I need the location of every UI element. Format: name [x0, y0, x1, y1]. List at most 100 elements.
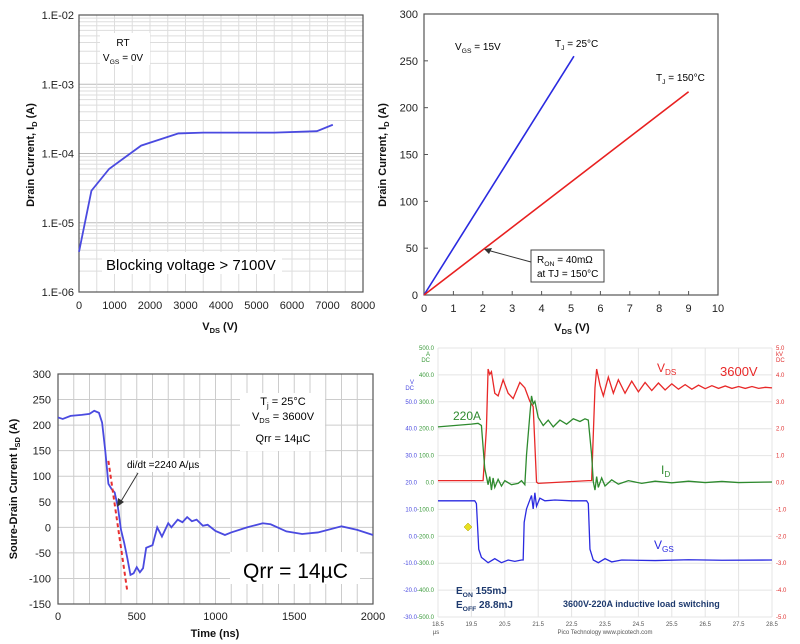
- time-tick-label: 18.5: [432, 622, 444, 628]
- time-unit: µs: [433, 630, 439, 636]
- chart-switching-waveforms: 500.0 400.0 300.0 200.0 100.0 0.0 -100.0 -200.0…: [403, 346, 787, 636]
- annotation-rt: RT: [116, 38, 129, 49]
- y-axis-label-part: (A): [377, 103, 389, 122]
- y-axis-label-part: (A): [25, 103, 37, 122]
- y-tick-label: -50: [35, 548, 51, 560]
- annotation-vgs: VGS = 0V: [103, 53, 143, 66]
- x-tick-label: 1: [450, 303, 456, 315]
- label-eoff-part: E: [456, 600, 463, 611]
- x-tick-label: 5: [568, 303, 574, 315]
- series-label-25c: TJ = 25°C: [555, 39, 598, 52]
- x-axis-label: Time (ns): [191, 628, 240, 640]
- x-tick-label: 0: [76, 300, 82, 312]
- current-tick-label: -300.0: [417, 561, 435, 567]
- scope-footer: Pico Technology www.picotech.com: [558, 630, 653, 636]
- y-tick-label: 100: [33, 471, 51, 483]
- trace-vgs: [438, 492, 773, 564]
- drain-tick-label: -4.0: [776, 588, 787, 594]
- x-tick-label: 500: [128, 611, 146, 623]
- y-tick-label: 0: [412, 290, 418, 302]
- label-id-part: D: [664, 470, 670, 479]
- x-tick-label: 8: [656, 303, 662, 315]
- y-tick-label: 50: [39, 497, 51, 509]
- x-tick-label: 6: [597, 303, 603, 315]
- time-tick-label: 26.5: [699, 622, 711, 628]
- drain-coupling: DC: [776, 358, 785, 364]
- y-tick-label: 250: [33, 395, 51, 407]
- time-tick-label: 20.5: [499, 622, 511, 628]
- series-line: [78, 123, 334, 253]
- annotation-vgs-part: GS: [110, 59, 120, 66]
- gate-coupling: DC: [405, 386, 414, 392]
- y-tick-label: 0: [45, 522, 51, 534]
- x-tick-label: 1500: [282, 611, 306, 623]
- arrow-line: [119, 472, 139, 504]
- label-id: ID: [661, 463, 670, 479]
- x-axis-label-part: V: [554, 322, 562, 334]
- label-id-part: I: [661, 463, 664, 477]
- label-3600v: 3600V: [720, 364, 758, 379]
- current-tick-label: -400.0: [417, 588, 435, 594]
- label-vgs-part: V: [654, 538, 662, 552]
- y-tick-label: -150: [29, 599, 51, 611]
- current-tick-label: 500.0: [419, 346, 435, 352]
- label-eoff-part: 28.8mJ: [476, 600, 513, 611]
- x-axis-label-part: (V): [220, 321, 238, 333]
- x-tick-label: 6000: [280, 300, 304, 312]
- drain-unit: kV: [776, 352, 783, 358]
- annotation-blocking-voltage: Blocking voltage > 7100V: [106, 257, 276, 274]
- annotation-ron: RON = 40mΩ: [537, 255, 593, 268]
- x-tick-label: 0: [55, 611, 61, 623]
- arrow-head-icon: [484, 248, 492, 254]
- time-tick-label: 19.5: [466, 622, 478, 628]
- current-tick-label: 300.0: [419, 400, 435, 406]
- annotation-vgs: VGS = 15V: [455, 42, 501, 55]
- time-tick-label: 22.5: [566, 622, 578, 628]
- arrow-line: [486, 249, 532, 263]
- x-axis-label: VDS (V): [202, 321, 238, 335]
- label-eon-part: E: [456, 586, 463, 597]
- time-tick-label: 21.5: [532, 622, 544, 628]
- label-eon: EON 155mJ: [456, 586, 507, 599]
- x-tick-label: 1000: [102, 300, 126, 312]
- y-tick-label: 250: [400, 56, 418, 68]
- x-tick-label: 4000: [209, 300, 233, 312]
- y-tick-label: 50: [406, 243, 418, 255]
- label-caption: 3600V-220A inductive load switching: [563, 599, 720, 609]
- y-tick-label: 300: [400, 9, 418, 21]
- series-line-1: [423, 91, 690, 296]
- drain-tick-label: 5.0: [776, 346, 785, 352]
- plot-frame: [78, 14, 364, 293]
- gate-unit: V: [410, 380, 414, 386]
- arrow-head-icon: [117, 498, 124, 507]
- label-vgs-part: GS: [662, 545, 674, 554]
- drain-tick-label: 2.0: [776, 427, 785, 433]
- y-axis-label-part: (A): [8, 418, 20, 437]
- annotation-bg: [240, 393, 325, 451]
- label-vds-part: DS: [665, 368, 677, 377]
- annotation-ron-part: R: [537, 255, 544, 266]
- x-tick-label: 10: [712, 303, 724, 315]
- label-eoff: EOFF 28.8mJ: [456, 600, 513, 613]
- series-label-25c-part: J: [561, 45, 564, 52]
- y-axis-label: Drain Current, ID (A): [25, 103, 39, 207]
- y-tick-label: 150: [33, 446, 51, 458]
- annotation-vds: VDS = 3600V: [252, 411, 315, 425]
- x-tick-label: 1000: [203, 611, 227, 623]
- x-tick-label: 4: [539, 303, 545, 315]
- annotation-vgs-part: = 15V: [472, 42, 502, 53]
- y-tick-label: 1.E-05: [42, 218, 74, 230]
- current-tick-label: 100.0: [419, 454, 435, 460]
- label-vds-part: V: [657, 361, 665, 375]
- annotation-vgs-part: V: [103, 53, 110, 64]
- x-tick-label: 0: [421, 303, 427, 315]
- y-axis-label-part: SD: [13, 436, 22, 447]
- x-axis-label-part: DS: [562, 327, 572, 336]
- label-vds: VDS: [657, 361, 677, 377]
- ron-annotation-box: [530, 249, 605, 283]
- drain-tick-label: -3.0: [776, 561, 787, 567]
- annotation-ron-part: = 40mΩ: [554, 255, 593, 266]
- annotation-tj-part: T: [260, 396, 267, 408]
- y-tick-label: 150: [400, 150, 418, 162]
